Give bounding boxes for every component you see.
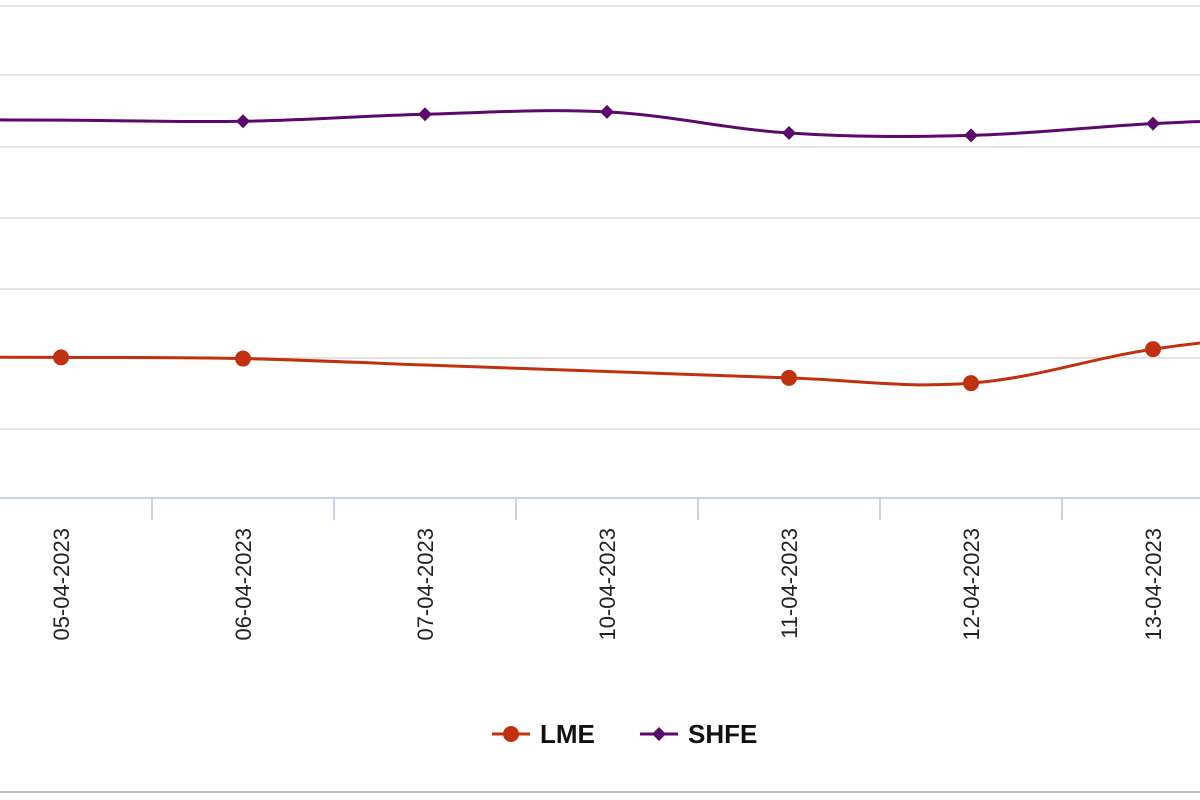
data-point-shfe[interactable]: [964, 128, 978, 143]
x-tick-label: 10-04-2023: [595, 528, 620, 641]
series-line-lme: [0, 341, 1200, 387]
data-point-lme[interactable]: [781, 369, 797, 386]
data-point-shfe[interactable]: [236, 114, 250, 129]
data-point-lme[interactable]: [963, 375, 979, 392]
data-point-lme[interactable]: [53, 349, 69, 366]
x-tick-label: 13-04-2023: [1141, 528, 1166, 641]
data-point-lme[interactable]: [235, 350, 251, 367]
series-line-shfe: [0, 109, 1200, 138]
series-shfe[interactable]: [0, 104, 1200, 143]
data-point-lme[interactable]: [1145, 341, 1161, 358]
x-tick-label: 11-04-2023: [777, 528, 802, 639]
legend-item-lme[interactable]: LME: [492, 719, 595, 749]
series-layer: [0, 104, 1200, 392]
legend[interactable]: LME SHFE: [492, 719, 757, 749]
gridlines: [0, 5, 1200, 430]
legend-item-shfe[interactable]: SHFE: [640, 719, 757, 749]
x-tick-label: 06-04-2023: [231, 528, 256, 641]
series-lme[interactable]: [0, 329, 1200, 392]
x-tick-label: 07-04-2023: [413, 528, 438, 641]
legend-label: LME: [540, 719, 595, 749]
x-tick-label: 05-04-2023: [49, 528, 74, 641]
data-point-shfe[interactable]: [418, 107, 432, 122]
legend-label: SHFE: [688, 719, 757, 749]
legend-marker: [652, 727, 666, 741]
x-tick-label: 12-04-2023: [959, 528, 984, 641]
x-axis: 05-04-2023 06-04-2023 07-04-2023 10-04-2023…: [0, 497, 1200, 641]
data-point-shfe[interactable]: [1146, 116, 1160, 131]
data-point-shfe[interactable]: [782, 125, 796, 140]
legend-marker: [503, 726, 519, 742]
data-point-shfe[interactable]: [600, 104, 614, 119]
